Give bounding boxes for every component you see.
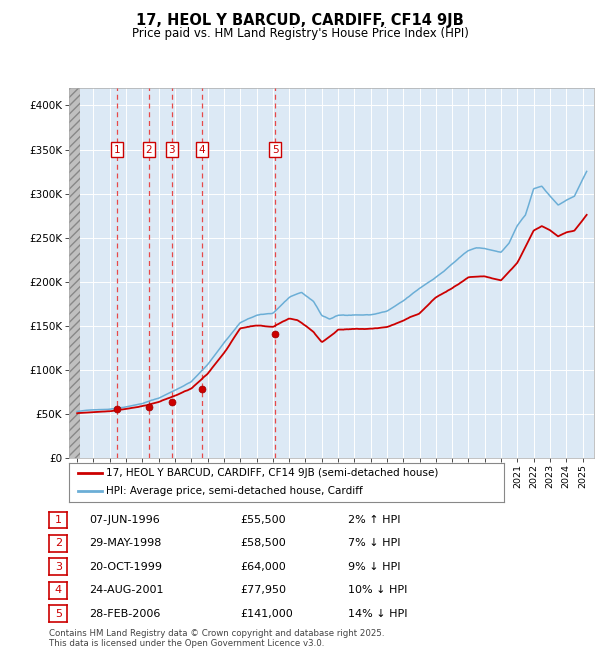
Text: 29-MAY-1998: 29-MAY-1998: [89, 538, 161, 549]
Text: 1: 1: [113, 144, 120, 155]
Text: 2: 2: [146, 144, 152, 155]
Text: 1: 1: [55, 515, 62, 525]
Text: £64,000: £64,000: [240, 562, 286, 572]
Text: 24-AUG-2001: 24-AUG-2001: [89, 585, 163, 595]
Text: 28-FEB-2006: 28-FEB-2006: [89, 608, 160, 619]
Text: 17, HEOL Y BARCUD, CARDIFF, CF14 9JB (semi-detached house): 17, HEOL Y BARCUD, CARDIFF, CF14 9JB (se…: [106, 469, 439, 478]
Text: 10% ↓ HPI: 10% ↓ HPI: [348, 585, 407, 595]
Text: £77,950: £77,950: [240, 585, 286, 595]
Text: 5: 5: [55, 608, 62, 619]
Text: 3: 3: [55, 562, 62, 572]
Text: £55,500: £55,500: [240, 515, 286, 525]
Text: 2% ↑ HPI: 2% ↑ HPI: [348, 515, 401, 525]
Text: 5: 5: [272, 144, 279, 155]
Text: 07-JUN-1996: 07-JUN-1996: [89, 515, 160, 525]
Text: 17, HEOL Y BARCUD, CARDIFF, CF14 9JB: 17, HEOL Y BARCUD, CARDIFF, CF14 9JB: [136, 13, 464, 28]
Text: Contains HM Land Registry data © Crown copyright and database right 2025.
This d: Contains HM Land Registry data © Crown c…: [49, 629, 385, 648]
Text: 20-OCT-1999: 20-OCT-1999: [89, 562, 162, 572]
Text: £58,500: £58,500: [240, 538, 286, 549]
Text: 14% ↓ HPI: 14% ↓ HPI: [348, 608, 407, 619]
Text: 4: 4: [55, 585, 62, 595]
Text: 2: 2: [55, 538, 62, 549]
Text: 4: 4: [199, 144, 205, 155]
Text: Price paid vs. HM Land Registry's House Price Index (HPI): Price paid vs. HM Land Registry's House …: [131, 27, 469, 40]
Text: HPI: Average price, semi-detached house, Cardiff: HPI: Average price, semi-detached house,…: [106, 486, 363, 496]
Text: 3: 3: [169, 144, 175, 155]
Text: £141,000: £141,000: [240, 608, 293, 619]
Text: 9% ↓ HPI: 9% ↓ HPI: [348, 562, 401, 572]
Text: 7% ↓ HPI: 7% ↓ HPI: [348, 538, 401, 549]
Bar: [69, 88, 80, 458]
